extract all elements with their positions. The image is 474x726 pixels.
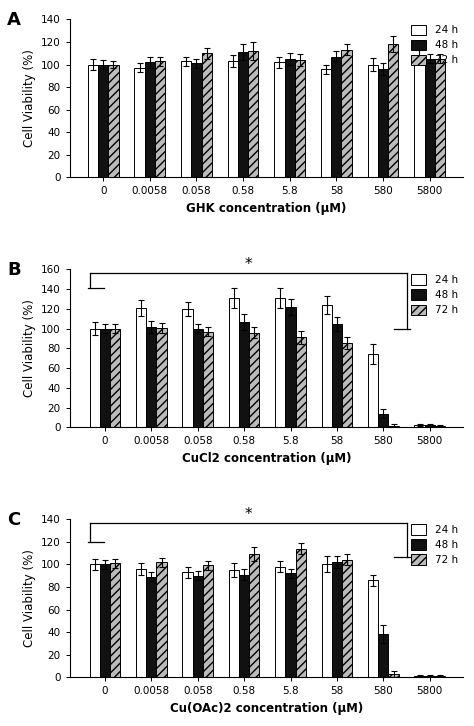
Bar [321, 69, 331, 177]
Bar [425, 425, 435, 428]
X-axis label: Cu(OAc)2 concentration (μM): Cu(OAc)2 concentration (μM) [170, 702, 363, 715]
Bar [239, 574, 249, 677]
Bar [435, 59, 445, 177]
X-axis label: GHK concentration (μM): GHK concentration (μM) [186, 202, 346, 215]
Bar [378, 69, 388, 177]
Bar [295, 60, 305, 177]
Bar [368, 580, 378, 677]
Bar [368, 65, 378, 177]
Bar [238, 52, 248, 177]
Bar [203, 566, 213, 677]
Bar [110, 329, 120, 428]
Bar [136, 569, 146, 677]
Bar [90, 329, 100, 428]
Bar [285, 307, 296, 428]
Bar [201, 53, 212, 177]
Bar [388, 44, 398, 177]
Bar [275, 566, 285, 677]
Bar [414, 676, 425, 677]
Bar [248, 51, 258, 177]
Text: *: * [245, 507, 253, 521]
Text: C: C [7, 511, 20, 529]
Bar [191, 63, 201, 177]
Bar [182, 572, 192, 677]
Bar [296, 549, 306, 677]
Bar [229, 298, 239, 428]
Bar [100, 329, 110, 428]
Bar [88, 65, 98, 177]
Bar [203, 332, 213, 428]
Bar [192, 576, 203, 677]
Bar [332, 324, 342, 428]
Legend: 24 h, 48 h, 72 h: 24 h, 48 h, 72 h [410, 524, 458, 566]
Text: A: A [7, 12, 21, 30]
Bar [98, 65, 108, 177]
Y-axis label: Cell Viability (%): Cell Viability (%) [23, 299, 36, 397]
Bar [435, 426, 445, 428]
Bar [321, 564, 332, 677]
Bar [275, 298, 285, 428]
Bar [425, 59, 435, 177]
Bar [182, 309, 192, 428]
Bar [388, 674, 399, 677]
Bar [181, 61, 191, 177]
Bar [136, 308, 146, 428]
Bar [414, 55, 425, 177]
Legend: 24 h, 48 h, 72 h: 24 h, 48 h, 72 h [410, 25, 458, 65]
Bar [146, 327, 156, 428]
Text: B: B [7, 261, 21, 280]
Legend: 24 h, 48 h, 72 h: 24 h, 48 h, 72 h [410, 274, 458, 315]
Bar [368, 354, 378, 428]
Bar [108, 65, 118, 177]
Bar [435, 676, 445, 677]
Bar [296, 338, 306, 428]
Bar [414, 425, 425, 428]
Bar [156, 327, 167, 428]
Bar [378, 414, 388, 428]
Bar [342, 560, 352, 677]
X-axis label: CuCl2 concentration (μM): CuCl2 concentration (μM) [182, 452, 351, 465]
Bar [284, 59, 295, 177]
Bar [239, 322, 249, 428]
Bar [228, 61, 238, 177]
Bar [155, 61, 165, 177]
Bar [425, 676, 435, 677]
Bar [274, 62, 284, 177]
Bar [341, 50, 352, 177]
Bar [332, 562, 342, 677]
Bar [331, 57, 341, 177]
Bar [285, 574, 296, 677]
Bar [156, 562, 167, 677]
Y-axis label: Cell Viability (%): Cell Viability (%) [23, 550, 36, 647]
Bar [249, 333, 259, 428]
Bar [145, 62, 155, 177]
Y-axis label: Cell Viability (%): Cell Viability (%) [23, 49, 36, 147]
Bar [146, 576, 156, 677]
Bar [90, 564, 100, 677]
Bar [321, 305, 332, 428]
Bar [100, 564, 110, 677]
Bar [378, 635, 388, 677]
Bar [342, 343, 352, 428]
Bar [135, 68, 145, 177]
Text: *: * [245, 256, 253, 272]
Bar [110, 563, 120, 677]
Bar [388, 426, 399, 428]
Bar [192, 329, 203, 428]
Bar [249, 554, 259, 677]
Bar [229, 570, 239, 677]
